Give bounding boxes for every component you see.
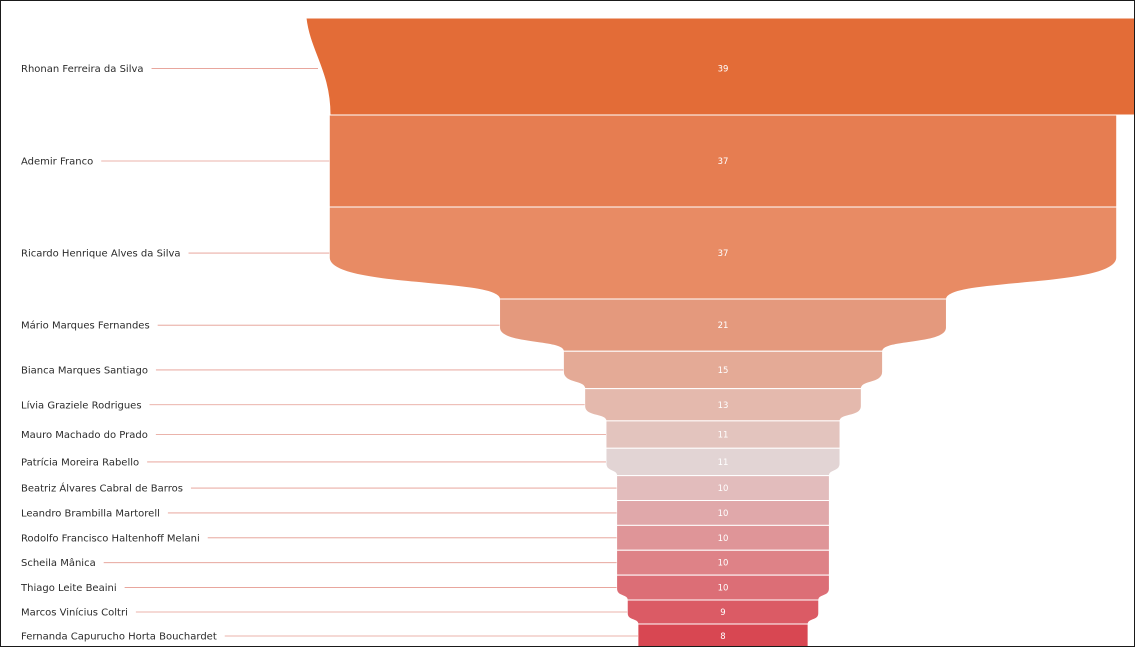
- value-label: 37: [718, 249, 729, 259]
- category-label: Thiago Leite Beaini: [20, 583, 117, 594]
- value-label: 11: [718, 431, 729, 441]
- value-label: 13: [718, 401, 729, 411]
- value-label: 39: [718, 64, 729, 74]
- value-label: 21: [718, 321, 729, 331]
- category-label: Marcos Vinícius Coltri: [21, 607, 128, 619]
- value-label: 10: [718, 584, 729, 594]
- value-label: 10: [718, 509, 729, 519]
- value-label: 11: [718, 458, 729, 468]
- funnel-band: [637, 623, 809, 646]
- category-label: Ricardo Henrique Alves da Silva: [21, 249, 181, 260]
- value-label: 10: [718, 534, 729, 544]
- category-label: Rodolfo Francisco Haltenhoff Melani: [21, 533, 200, 544]
- value-label: 8: [720, 632, 725, 642]
- category-label: Bianca Marques Santiago: [21, 365, 148, 376]
- value-label: 37: [718, 157, 729, 167]
- category-label: Fernanda Capurucho Horta Bouchardet: [21, 632, 217, 643]
- category-label: Beatriz Álvares Cabral de Barros: [21, 482, 183, 495]
- category-label: Scheila Mânica: [21, 557, 96, 569]
- category-label: Ademir Franco: [21, 157, 93, 168]
- category-label: Leandro Brambilla Martorell: [21, 508, 160, 519]
- category-label: Mauro Machado do Prado: [21, 430, 148, 441]
- category-label: Patrícia Moreira Rabello: [21, 456, 139, 468]
- value-label: 10: [718, 559, 729, 569]
- category-label: Rhonan Ferreira da Silva: [21, 64, 144, 75]
- value-label: 9: [720, 608, 725, 618]
- category-label: Lívia Graziele Rodrigues: [21, 399, 142, 411]
- category-label: Mário Marques Fernandes: [21, 320, 150, 332]
- value-label: 10: [718, 484, 729, 494]
- value-label: 15: [718, 366, 729, 376]
